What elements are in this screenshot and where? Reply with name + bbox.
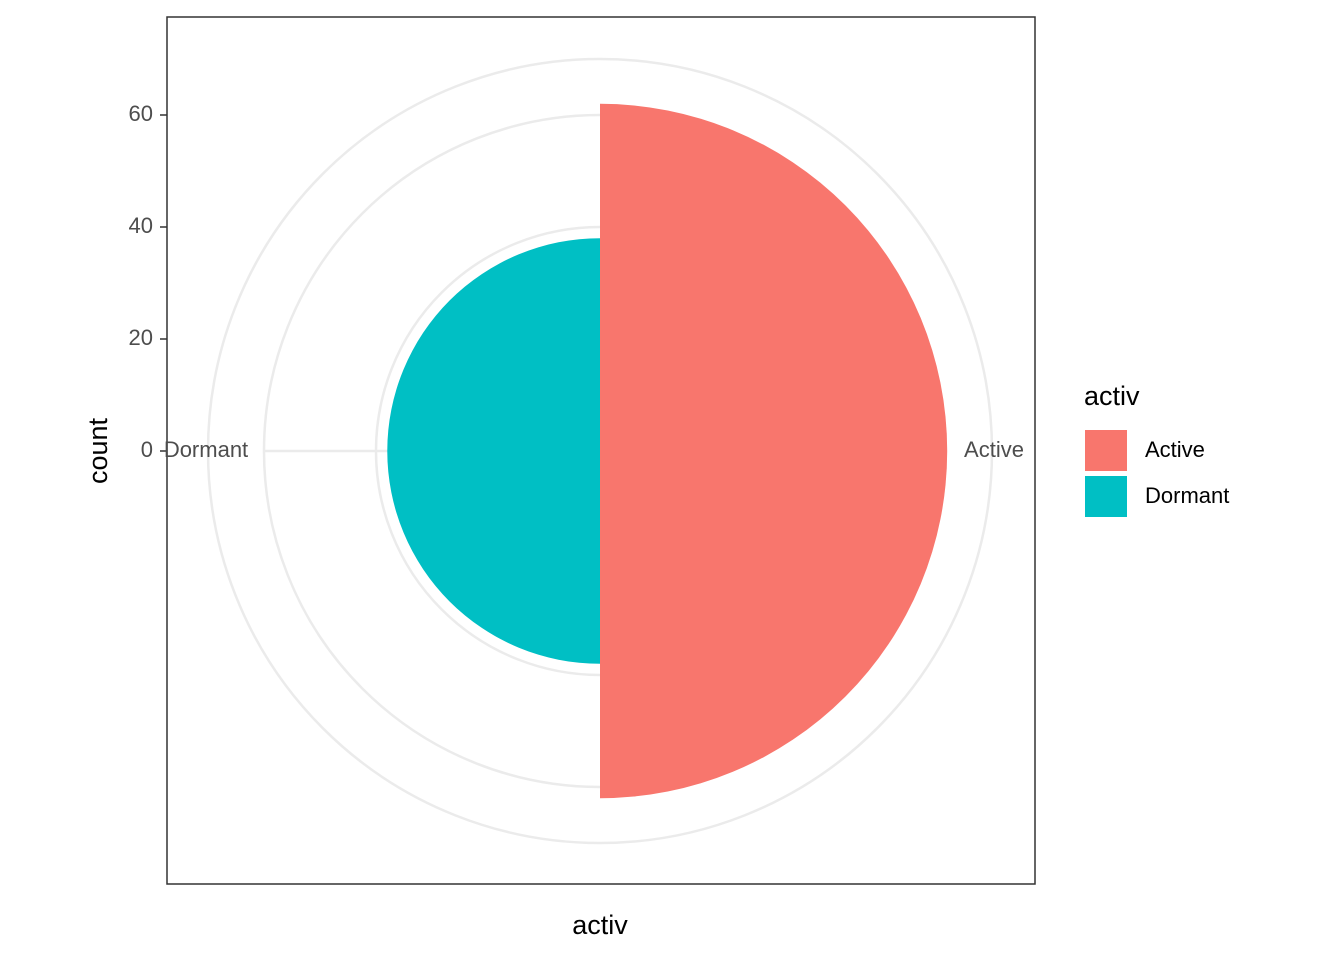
legend-key: [1085, 476, 1127, 517]
y-tick-label: 40: [129, 213, 153, 238]
y-tick-label: 20: [129, 325, 153, 350]
y-tick-label: 60: [129, 101, 153, 126]
y-axis-title: count: [83, 417, 113, 484]
category-label: Dormant: [164, 437, 248, 462]
y-tick-label: 0: [141, 437, 153, 462]
legend-key: [1085, 430, 1127, 471]
wedge: [600, 103, 948, 799]
outer-circle: [206, 57, 994, 845]
category-label: Active: [964, 437, 1024, 462]
legend-label: Active: [1145, 437, 1205, 462]
legend-title: activ: [1084, 381, 1140, 411]
legend-label: Dormant: [1145, 483, 1229, 508]
x-axis-title: activ: [572, 910, 628, 940]
wedge: [387, 238, 600, 664]
